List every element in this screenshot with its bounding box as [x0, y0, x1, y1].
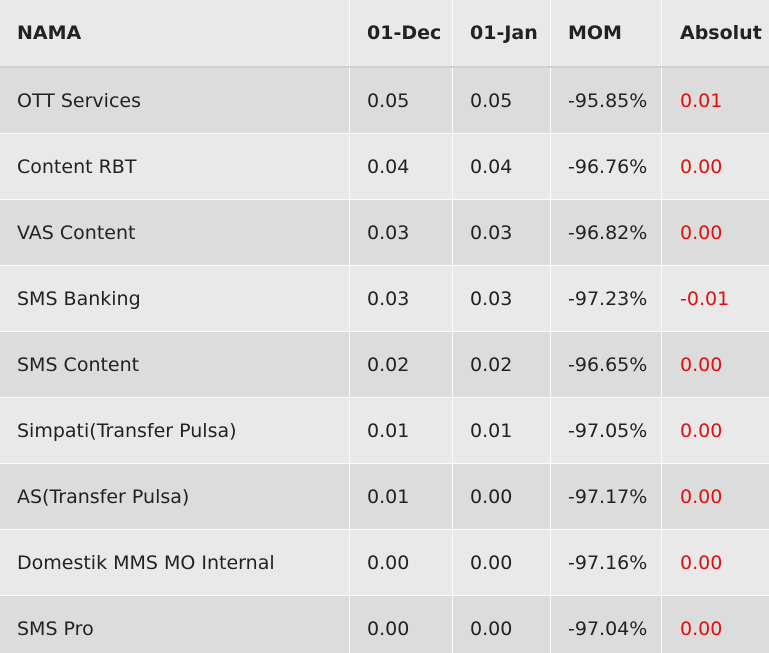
cell-01-dec: 0.01 — [349, 463, 453, 530]
cell-absolut: 0.01 — [661, 67, 769, 134]
cell-mom: -96.65% — [550, 331, 662, 398]
cell-nama: OTT Services — [0, 67, 350, 134]
table-header-row: NAMA 01-Dec 01-Jan MOM Absolut — [0, 0, 769, 68]
cell-01-dec: 0.02 — [349, 331, 453, 398]
cell-mom: -97.05% — [550, 397, 662, 464]
cell-nama: Domestik MMS MO Internal — [0, 529, 350, 596]
cell-01-jan: 0.00 — [452, 529, 551, 596]
header-nama[interactable]: NAMA — [0, 0, 350, 68]
cell-nama: SMS Banking — [0, 265, 350, 332]
table-row[interactable]: Simpati(Transfer Pulsa) 0.01 0.01 -97.05… — [0, 397, 769, 464]
table-row[interactable]: SMS Pro 0.00 0.00 -97.04% 0.00 — [0, 595, 769, 653]
cell-01-dec: 0.04 — [349, 133, 453, 200]
cell-nama: Content RBT — [0, 133, 350, 200]
cell-mom: -97.04% — [550, 595, 662, 653]
cell-mom: -97.17% — [550, 463, 662, 530]
cell-absolut: 0.00 — [661, 331, 769, 398]
table-row[interactable]: SMS Banking 0.03 0.03 -97.23% -0.01 — [0, 265, 769, 332]
cell-absolut: 0.00 — [661, 397, 769, 464]
cell-01-jan: 0.04 — [452, 133, 551, 200]
cell-nama: VAS Content — [0, 199, 350, 266]
cell-mom: -97.23% — [550, 265, 662, 332]
cell-01-jan: 0.03 — [452, 265, 551, 332]
cell-01-dec: 0.03 — [349, 265, 453, 332]
table-row[interactable]: Content RBT 0.04 0.04 -96.76% 0.00 — [0, 133, 769, 200]
cell-01-jan: 0.00 — [452, 595, 551, 653]
cell-01-jan: 0.01 — [452, 397, 551, 464]
cell-nama: SMS Content — [0, 331, 350, 398]
cell-mom: -97.16% — [550, 529, 662, 596]
cell-01-jan: 0.03 — [452, 199, 551, 266]
table-row[interactable]: VAS Content 0.03 0.03 -96.82% 0.00 — [0, 199, 769, 266]
cell-01-dec: 0.05 — [349, 67, 453, 134]
cell-nama: AS(Transfer Pulsa) — [0, 463, 350, 530]
table-row[interactable]: Domestik MMS MO Internal 0.00 0.00 -97.1… — [0, 529, 769, 596]
cell-01-jan: 0.00 — [452, 463, 551, 530]
cell-01-dec: 0.00 — [349, 529, 453, 596]
cell-01-jan: 0.05 — [452, 67, 551, 134]
table-row[interactable]: OTT Services 0.05 0.05 -95.85% 0.01 — [0, 67, 769, 134]
cell-01-jan: 0.02 — [452, 331, 551, 398]
cell-absolut: 0.00 — [661, 463, 769, 530]
cell-absolut: 0.00 — [661, 595, 769, 653]
cell-absolut: 0.00 — [661, 199, 769, 266]
cell-nama: Simpati(Transfer Pulsa) — [0, 397, 350, 464]
header-01-dec[interactable]: 01-Dec — [349, 0, 453, 68]
cell-nama: SMS Pro — [0, 595, 350, 653]
cell-01-dec: 0.00 — [349, 595, 453, 653]
cell-mom: -96.76% — [550, 133, 662, 200]
cell-absolut: 0.00 — [661, 133, 769, 200]
cell-absolut: -0.01 — [661, 265, 769, 332]
table-row[interactable]: SMS Content 0.02 0.02 -96.65% 0.00 — [0, 331, 769, 398]
header-01-jan[interactable]: 01-Jan — [452, 0, 551, 68]
header-mom[interactable]: MOM — [550, 0, 662, 68]
table-row[interactable]: AS(Transfer Pulsa) 0.01 0.00 -97.17% 0.0… — [0, 463, 769, 530]
cell-mom: -95.85% — [550, 67, 662, 134]
cell-absolut: 0.00 — [661, 529, 769, 596]
header-absolut[interactable]: Absolut — [661, 0, 769, 68]
cell-01-dec: 0.01 — [349, 397, 453, 464]
cell-mom: -96.82% — [550, 199, 662, 266]
cell-01-dec: 0.03 — [349, 199, 453, 266]
